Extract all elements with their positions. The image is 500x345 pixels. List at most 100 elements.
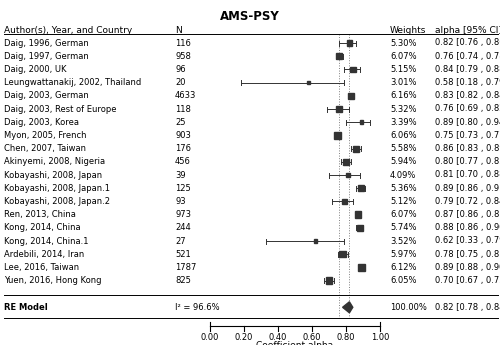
- Text: 0.89 [0.80 , 0.94 ]: 0.89 [0.80 , 0.94 ]: [435, 118, 500, 127]
- Text: 39: 39: [175, 170, 186, 179]
- Bar: [336, 106, 342, 112]
- Text: 27: 27: [175, 237, 186, 246]
- Text: 25: 25: [175, 118, 186, 127]
- Text: 0.87 [0.86 , 0.88 ]: 0.87 [0.86 , 0.88 ]: [435, 210, 500, 219]
- Text: 958: 958: [175, 52, 191, 61]
- Text: 4.09%: 4.09%: [390, 170, 416, 179]
- Bar: [346, 40, 352, 46]
- Bar: [348, 92, 354, 99]
- Text: 0.62 [0.33 , 0.79 ]: 0.62 [0.33 , 0.79 ]: [435, 237, 500, 246]
- Text: 0.81 [0.70 , 0.88 ]: 0.81 [0.70 , 0.88 ]: [435, 170, 500, 179]
- Bar: [307, 81, 310, 84]
- Text: 4633: 4633: [175, 91, 197, 100]
- Text: 0.86 [0.83 , 0.89 ]: 0.86 [0.83 , 0.89 ]: [435, 144, 500, 153]
- Text: RE Model: RE Model: [4, 303, 48, 312]
- Text: Lee, 2016, Taiwan: Lee, 2016, Taiwan: [4, 263, 79, 272]
- Text: 93: 93: [175, 197, 186, 206]
- Bar: [314, 239, 318, 243]
- Text: Daig, 2003, Rest of Europe: Daig, 2003, Rest of Europe: [4, 105, 116, 114]
- Text: 5.15%: 5.15%: [390, 65, 416, 74]
- Text: Author(s), Year, and Country: Author(s), Year, and Country: [4, 26, 132, 35]
- Text: 5.58%: 5.58%: [390, 144, 416, 153]
- Text: Leungwattanakij, 2002, Thailand: Leungwattanakij, 2002, Thailand: [4, 78, 141, 87]
- Text: 5.32%: 5.32%: [390, 105, 416, 114]
- Text: 0.60: 0.60: [303, 333, 321, 342]
- Text: 5.97%: 5.97%: [390, 250, 416, 259]
- Text: Kong, 2014, China.1: Kong, 2014, China.1: [4, 237, 88, 246]
- Text: 0.82 [0.76 , 0.86 ]: 0.82 [0.76 , 0.86 ]: [435, 39, 500, 48]
- Text: 456: 456: [175, 157, 191, 166]
- Text: 0.76 [0.69 , 0.82 ]: 0.76 [0.69 , 0.82 ]: [435, 105, 500, 114]
- Text: 0.83 [0.82 , 0.84 ]: 0.83 [0.82 , 0.84 ]: [435, 91, 500, 100]
- Text: 176: 176: [175, 144, 191, 153]
- Bar: [354, 146, 359, 151]
- Bar: [346, 173, 350, 177]
- Text: Ren, 2013, China: Ren, 2013, China: [4, 210, 76, 219]
- Text: 1.00: 1.00: [371, 333, 389, 342]
- Text: Daig, 2000, UK: Daig, 2000, UK: [4, 65, 66, 74]
- Text: 973: 973: [175, 210, 191, 219]
- Bar: [360, 120, 363, 124]
- Text: 0.78 [0.75 , 0.81 ]: 0.78 [0.75 , 0.81 ]: [435, 250, 500, 259]
- Text: 5.12%: 5.12%: [390, 197, 416, 206]
- Text: Daig, 2003, German: Daig, 2003, German: [4, 91, 89, 100]
- Bar: [336, 53, 342, 59]
- Text: Daig, 1996, German: Daig, 1996, German: [4, 39, 89, 48]
- Text: 0.80: 0.80: [337, 333, 355, 342]
- Bar: [356, 225, 362, 231]
- Bar: [340, 251, 345, 257]
- Text: AMS-PSY: AMS-PSY: [220, 10, 280, 23]
- Text: Kobayashi, 2008, Japan.1: Kobayashi, 2008, Japan.1: [4, 184, 110, 193]
- Bar: [350, 67, 356, 72]
- Text: 0.82 [0.78 , 0.84 ]: 0.82 [0.78 , 0.84 ]: [435, 303, 500, 312]
- Text: 100.00%: 100.00%: [390, 303, 427, 312]
- Text: 0.80 [0.77 , 0.83 ]: 0.80 [0.77 , 0.83 ]: [435, 157, 500, 166]
- Text: 5.74%: 5.74%: [390, 223, 416, 232]
- Text: 825: 825: [175, 276, 191, 285]
- Text: 0.75 [0.73 , 0.77 ]: 0.75 [0.73 , 0.77 ]: [435, 131, 500, 140]
- Text: Yuen, 2016, Hong Kong: Yuen, 2016, Hong Kong: [4, 276, 102, 285]
- Text: 1787: 1787: [175, 263, 197, 272]
- Text: 0.00: 0.00: [201, 333, 219, 342]
- Bar: [326, 277, 332, 284]
- Text: 6.07%: 6.07%: [390, 210, 416, 219]
- Text: 6.06%: 6.06%: [390, 131, 416, 140]
- Text: Chen, 2007, Taiwan: Chen, 2007, Taiwan: [4, 144, 86, 153]
- Text: 0.79 [0.72 , 0.84 ]: 0.79 [0.72 , 0.84 ]: [435, 197, 500, 206]
- Text: Kobayashi, 2008, Japan: Kobayashi, 2008, Japan: [4, 170, 102, 179]
- Bar: [354, 211, 361, 218]
- Text: 0.70 [0.67 , 0.73 ]: 0.70 [0.67 , 0.73 ]: [435, 276, 500, 285]
- Text: 3.39%: 3.39%: [390, 118, 416, 127]
- Bar: [358, 264, 364, 270]
- Text: 0.20: 0.20: [235, 333, 253, 342]
- Text: 0.84 [0.79 , 0.88 ]: 0.84 [0.79 , 0.88 ]: [435, 65, 500, 74]
- Text: 521: 521: [175, 250, 191, 259]
- Text: 0.40: 0.40: [269, 333, 287, 342]
- Text: 0.89 [0.86 , 0.91 ]: 0.89 [0.86 , 0.91 ]: [435, 184, 500, 193]
- Text: 6.12%: 6.12%: [390, 263, 416, 272]
- Text: Myon, 2005, French: Myon, 2005, French: [4, 131, 86, 140]
- Text: Ardebili, 2014, Iran: Ardebili, 2014, Iran: [4, 250, 84, 259]
- Text: 6.07%: 6.07%: [390, 52, 416, 61]
- Text: 6.16%: 6.16%: [390, 91, 416, 100]
- Text: Weights: Weights: [390, 26, 426, 35]
- Bar: [358, 185, 364, 191]
- Text: 96: 96: [175, 65, 186, 74]
- Text: 5.36%: 5.36%: [390, 184, 416, 193]
- Text: 116: 116: [175, 39, 191, 48]
- Text: 0.58 [0.18 , 0.79 ]: 0.58 [0.18 , 0.79 ]: [435, 78, 500, 87]
- Text: alpha [95% CI]: alpha [95% CI]: [435, 26, 500, 35]
- Text: 5.30%: 5.30%: [390, 39, 416, 48]
- Text: I² = 96.6%: I² = 96.6%: [175, 303, 220, 312]
- Polygon shape: [342, 302, 353, 313]
- Text: 5.94%: 5.94%: [390, 157, 416, 166]
- Bar: [343, 159, 349, 165]
- Text: Coefficient alpha: Coefficient alpha: [256, 341, 334, 345]
- Text: 0.88 [0.86 , 0.90 ]: 0.88 [0.86 , 0.90 ]: [435, 223, 500, 232]
- Text: 118: 118: [175, 105, 191, 114]
- Text: Akinyemi, 2008, Nigeria: Akinyemi, 2008, Nigeria: [4, 157, 105, 166]
- Text: 244: 244: [175, 223, 191, 232]
- Text: 3.52%: 3.52%: [390, 237, 416, 246]
- Text: 3.01%: 3.01%: [390, 78, 416, 87]
- Bar: [334, 132, 340, 139]
